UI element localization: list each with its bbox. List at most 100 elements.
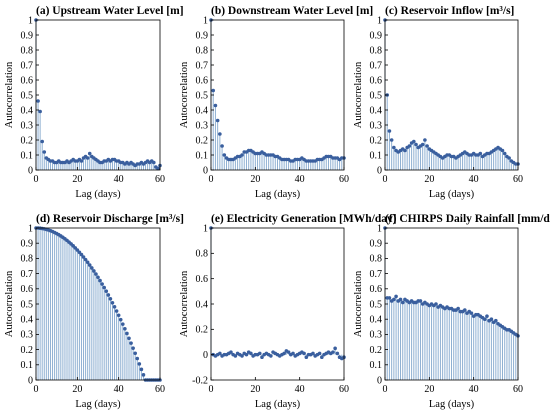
data-point [392,145,396,150]
x-axis-label: Lag (days) [429,399,475,410]
y-tick-label: 0.8 [370,254,383,265]
data-point [79,252,84,257]
data-point [502,151,507,156]
x-axis-label: Lag (days) [75,399,121,410]
data-point [92,269,96,273]
data-point [38,109,42,114]
panel-title: (c) Reservoir Inflow [m³/s] [385,5,514,17]
data-point [394,294,398,299]
axes-box [35,19,161,171]
chart-panel-3: (c) Reservoir Inflow [m³/s] 0 0.1 0.2 0.3 0.4… [353,5,523,200]
data-point [233,354,238,358]
data-point [90,266,94,270]
data-point [127,336,131,341]
data-point [85,260,90,265]
y-tick-label: 0.2 [21,345,34,356]
y-tick-label: 0.4 [21,315,34,326]
data-point [106,293,111,297]
y-tick-label: 0.8 [196,45,209,56]
y-axis-label: Autocorrelation [353,270,364,337]
panel-title: (f) CHIRPS Daily Rainfall [mm/day] [385,213,550,225]
y-tick-label: 0.9 [196,30,209,41]
y-tick-label: 0.2 [196,135,209,146]
data-point [220,144,224,148]
y-tick-label: 0.5 [21,90,34,101]
data-point [108,297,113,301]
y-tick-label: 0.8 [196,249,209,260]
data-point [123,326,127,331]
data-point [414,142,418,147]
x-tick-label: 40 [295,384,305,395]
x-tick-label: 20 [72,174,82,185]
y-tick-label: 0.1 [370,150,383,161]
y-tick-label: 0.6 [370,284,383,295]
data-point [260,355,264,360]
y-tick-label: 0.7 [196,60,209,71]
y-tick-label: -0.2 [192,375,208,386]
x-tick-label: 20 [424,174,434,185]
data-point [317,351,322,356]
data-point [333,346,337,351]
data-point [282,351,286,356]
y-tick-label: 0.2 [370,345,383,356]
y-tick-label: 0 [203,165,208,176]
y-tick-label: 0.5 [21,299,34,310]
y-tick-label: 1 [203,15,208,26]
y-tick-label: 0 [28,375,33,386]
data-point [222,153,227,157]
y-tick-label: 0.2 [370,135,383,146]
data-point [85,156,90,160]
panel-title: (d) Reservoir Discharge [m³/s] [36,213,184,225]
data-point [42,150,47,154]
y-tick-label: 0.9 [370,239,383,250]
data-point [213,103,218,108]
data-point [463,308,467,312]
data-point [81,255,86,259]
x-tick-label: 60 [513,384,523,395]
y-tick-label: 0 [28,165,33,176]
y-axis-label: Autocorrelation [4,270,15,337]
data-point [129,341,133,345]
x-tick-label: 20 [424,384,434,395]
chart-panel-1: (a) Upstream Water Level [m] 0 0.1 0.2 0.3 0.… [4,5,184,200]
data-point [112,305,117,309]
data-point [469,311,474,315]
data-point [94,272,98,276]
data-point [240,354,244,358]
data-point [215,118,220,123]
y-tick-label: 0.6 [196,75,209,86]
y-tick-label: 0 [377,165,382,176]
data-point [229,350,233,354]
x-tick-label: 0 [383,174,388,185]
data-point [456,306,460,311]
data-point [96,275,100,280]
y-tick-label: 1 [28,15,33,26]
y-tick-label: 0.2 [21,135,34,146]
y-tick-label: 0.3 [21,120,34,131]
data-point [211,88,216,93]
y-tick-label: 1 [377,223,382,234]
data-point [102,285,106,290]
data-point [304,355,309,360]
data-point [244,352,249,357]
data-point [494,318,498,323]
y-tick-label: 0.4 [196,299,209,310]
y-tick-label: 0.1 [196,150,209,161]
y-axis-label: Autocorrelation [353,61,364,128]
data-point [110,300,115,305]
y-tick-label: 0.5 [370,90,383,101]
x-tick-label: 0 [383,384,388,395]
x-tick-label: 40 [469,384,479,395]
chart-panel-4: (d) Reservoir Discharge [m³/s] 0 0.1 0.2 0.3… [4,213,184,410]
data-point [412,139,416,144]
data-point [87,263,92,267]
x-tick-label: 0 [34,384,39,395]
panel-title: (a) Upstream Water Level [m] [36,5,184,17]
data-point [407,144,412,148]
data-point [485,314,489,318]
data-point [398,297,403,302]
x-tick-label: 40 [469,174,479,185]
panel-title: (e) Electricity Generation [MWh/day] [211,213,397,225]
y-tick-label: 0.5 [196,90,209,101]
data-point [482,317,487,322]
